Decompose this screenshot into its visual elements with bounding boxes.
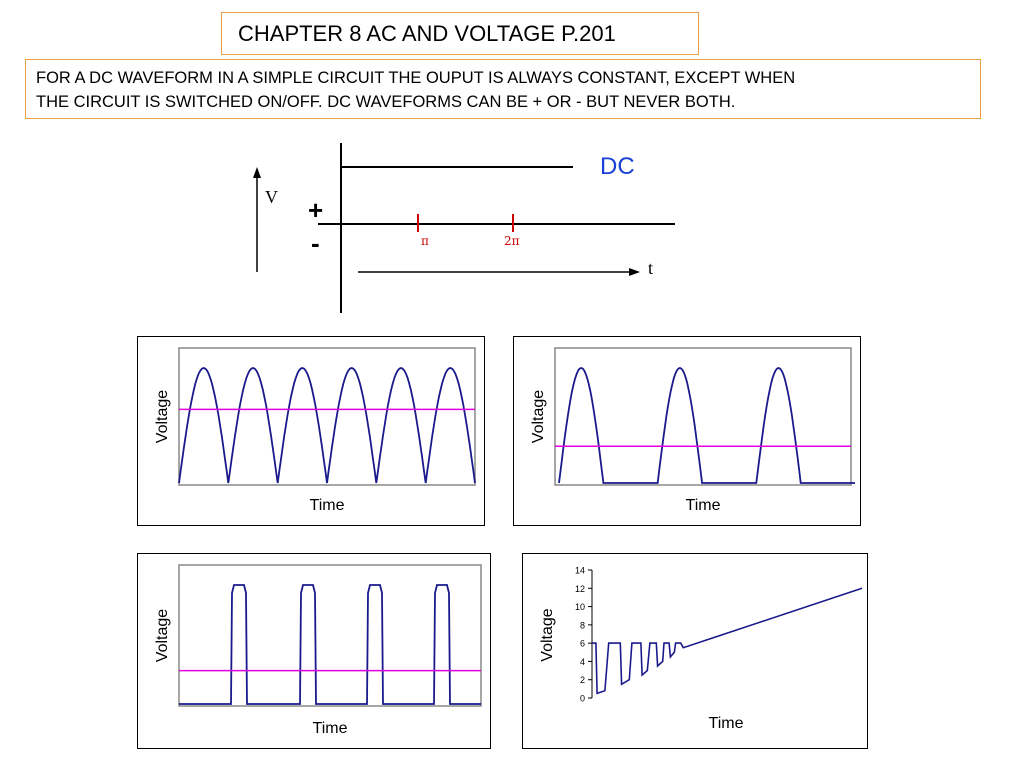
waveform-line [178,367,476,484]
x-axis-label: Time [686,497,721,514]
y-tick-label: 2 [580,675,585,685]
description-box: FOR A DC WAVEFORM IN A SIMPLE CIRCUIT TH… [25,59,981,119]
y-tick-label: 12 [575,584,585,594]
two-pi-label: 2π [504,234,520,248]
y-axis-label: Voltage [154,390,171,443]
chart-border [522,553,868,749]
x-axis-label: Time [709,715,744,732]
title-box: CHAPTER 8 AC AND VOLTAGE P.201 [221,12,699,55]
v-axis-arrow-head [253,167,261,178]
dc-label: DC [600,153,635,180]
y-tick-label: 4 [580,657,585,667]
time-arrow-head [629,268,640,276]
minus-label: - [311,228,320,258]
chart-full-wave: Time Voltage [137,336,485,526]
plot-area [178,564,482,707]
y-axis-label: Voltage [539,608,556,661]
waveform-line [592,587,863,695]
x-axis-label: Time [313,720,348,737]
pi-label: π [421,234,429,248]
waveform-line [558,367,855,484]
y-axis-label: Voltage [154,609,171,662]
y-tick-label: 6 [580,639,585,649]
v-label: V [265,187,278,207]
plot-area [554,347,852,486]
waveform-line [179,584,481,705]
chart-ramp: 0 2 4 6 8 10 12 14 Time Voltage [522,553,868,749]
t-label: t [648,258,653,278]
y-tick-label: 14 [575,566,585,576]
page-title: CHAPTER 8 AC AND VOLTAGE P.201 [238,21,616,46]
chart-square-pulses: Time Voltage [137,553,491,749]
y-axis-label: Voltage [530,390,547,443]
plot-area [178,347,476,486]
y-tick-label: 10 [575,602,585,612]
plus-label: + [308,195,323,225]
chart-half-wave: Time Voltage [513,336,861,526]
description-line-1: FOR A DC WAVEFORM IN A SIMPLE CIRCUIT TH… [36,69,796,87]
description-line-2: THE CIRCUIT IS SWITCHED ON/OFF. DC WAVEF… [36,93,736,111]
y-tick-label: 0 [580,694,585,704]
y-tick-label: 8 [580,620,585,630]
x-axis-label: Time [310,497,345,514]
